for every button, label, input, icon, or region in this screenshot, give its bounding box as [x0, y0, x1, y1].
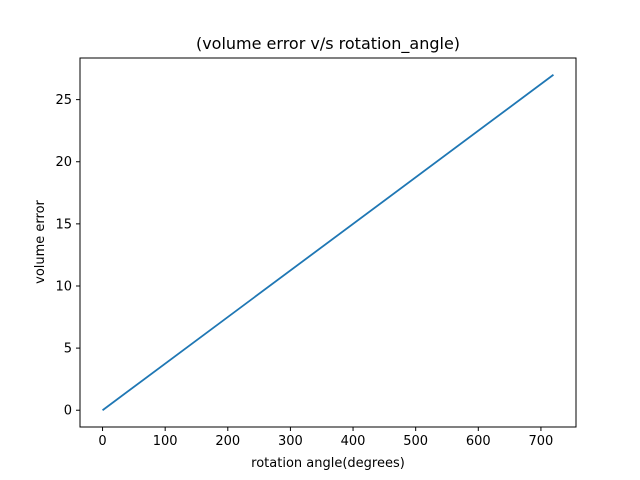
y-tick-label: 15: [55, 217, 72, 232]
x-tick-label: 100: [153, 434, 178, 449]
plot-area: 0 100 200 300 400 500 600 700 0 5 10 15 20 25: [55, 57, 577, 449]
x-tick-label: 400: [341, 434, 366, 449]
y-tick-label: 5: [64, 342, 72, 357]
y-tick-label: 20: [55, 155, 72, 170]
x-tick-label: 300: [278, 434, 303, 449]
chart-title: (volume error v/s rotation_angle): [196, 34, 460, 54]
y-tick-label: 10: [55, 279, 72, 294]
y-tick-label: 0: [64, 404, 72, 419]
x-tick-label: 0: [98, 434, 106, 449]
y-axis-title: volume error: [33, 199, 48, 283]
x-tick-label: 200: [215, 434, 240, 449]
x-axis-title: rotation angle(degrees): [251, 456, 405, 471]
x-tick-label: 500: [403, 434, 428, 449]
x-tick-label: 700: [529, 434, 554, 449]
x-tick-label: 600: [466, 434, 491, 449]
series-line-0: [102, 74, 554, 411]
y-tick-label: 25: [55, 93, 72, 108]
plot-frame: [79, 57, 577, 428]
